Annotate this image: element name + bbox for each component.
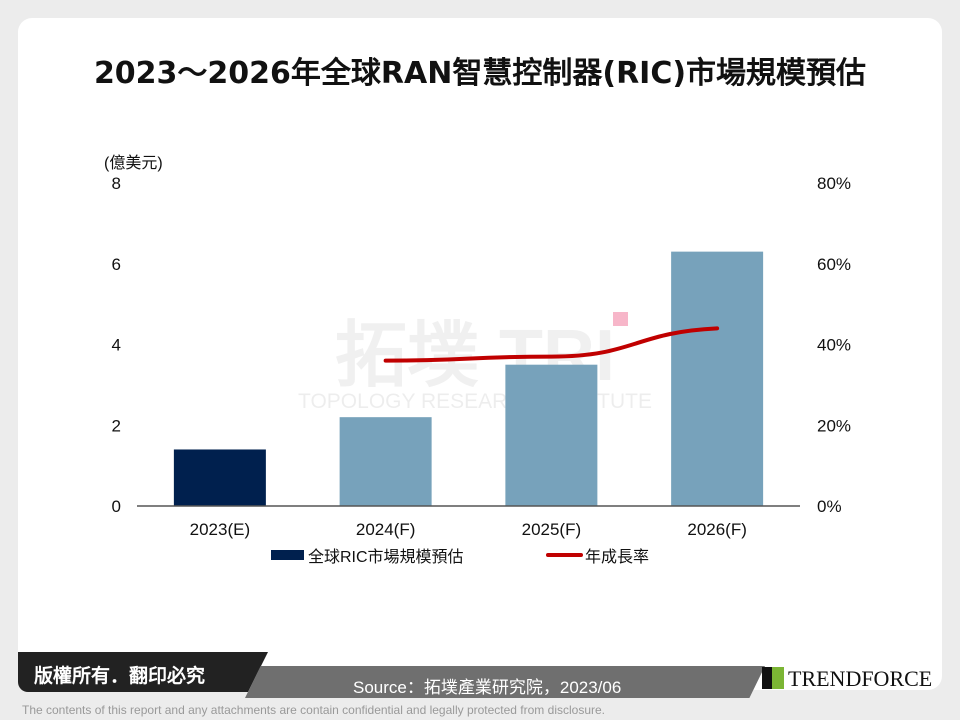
x-tick-label: 2026(F) xyxy=(687,520,747,539)
legend-bar-label: 全球RIC市場規模預估 xyxy=(308,548,464,566)
bar-2023(E) xyxy=(173,449,266,506)
y2-tick-label: 20% xyxy=(817,416,851,435)
source-banner: Source：拓墣產業研究院，2023/06 xyxy=(245,666,765,698)
y-tick-label: 6 xyxy=(112,255,121,274)
trendforce-logo: TRENDFORCE xyxy=(762,666,932,692)
x-tick-label: 2023(E) xyxy=(190,520,250,539)
logo-text: TRENDFORCE xyxy=(788,666,933,691)
logo-icon xyxy=(762,667,784,689)
y2-tick-label: 0% xyxy=(817,497,842,516)
legend-bar-swatch xyxy=(271,550,304,560)
y-tick-label: 0 xyxy=(112,497,121,516)
watermark-dot xyxy=(613,312,628,326)
growth-rate-line xyxy=(383,326,720,363)
y2-tick-label: 60% xyxy=(817,255,851,274)
bar-2026(F) xyxy=(671,251,764,506)
bar-2024(F) xyxy=(339,417,432,506)
source-text: Source：拓墣產業研究院，2023/06 xyxy=(353,678,622,697)
x-tick-label: 2025(F) xyxy=(522,520,582,539)
watermark-en: TOPOLOGY RESEARCH INSTITUTE xyxy=(298,390,652,413)
bar-2025(F) xyxy=(505,364,598,506)
slide-card xyxy=(18,18,942,690)
y-tick-label: 4 xyxy=(112,336,121,355)
y2-tick-label: 80% xyxy=(817,174,851,193)
chart-title: 2023～2026年全球RAN智慧控制器(RIC)市場規模預估 xyxy=(93,56,867,91)
legend-line-label: 年成長率 xyxy=(585,548,649,566)
copyright-text: 版權所有．翻印必究 xyxy=(34,665,206,687)
y-tick-label: 2 xyxy=(112,416,121,435)
copyright-banner: 版權所有．翻印必究 xyxy=(18,652,268,692)
x-tick-label: 2024(F) xyxy=(356,520,416,539)
y2-tick-label: 40% xyxy=(817,336,851,355)
disclaimer: The contents of this report and any atta… xyxy=(22,703,605,717)
y-tick-label: 8 xyxy=(112,174,121,193)
y-axis-label: (億美元) xyxy=(104,154,163,172)
